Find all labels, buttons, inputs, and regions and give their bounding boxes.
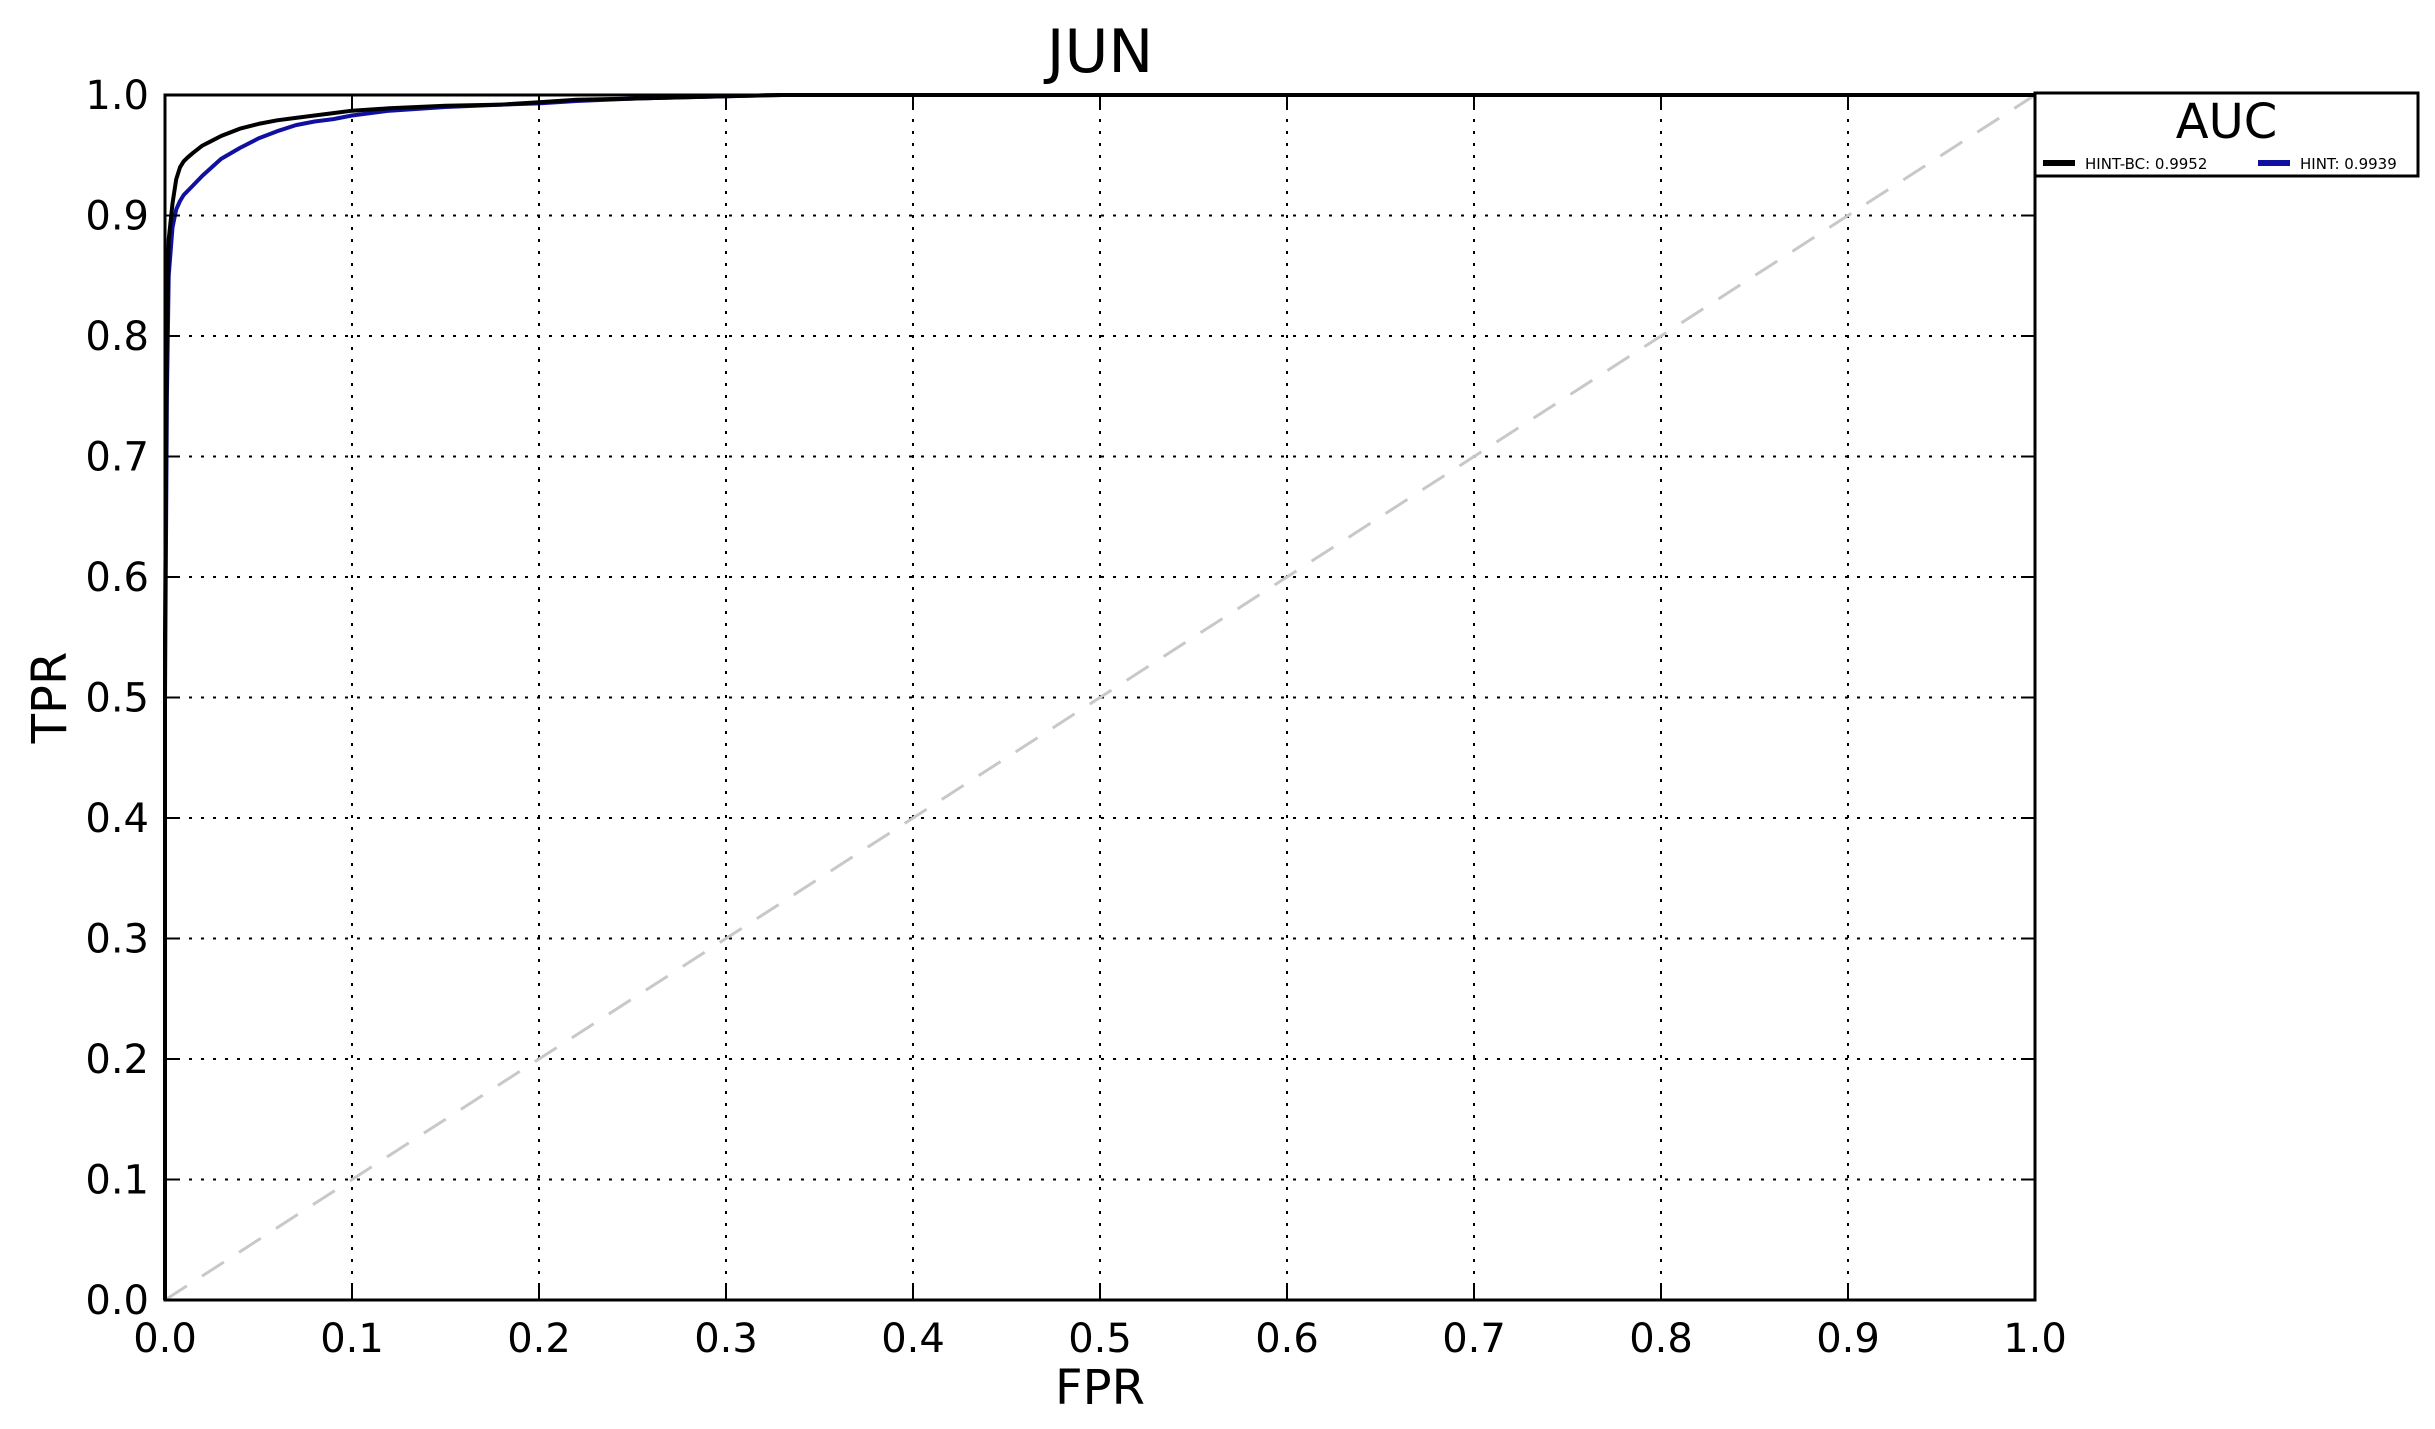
y-tick-label: 1.0 [85, 73, 149, 119]
y-axis-label: TPR [22, 652, 78, 745]
y-tick-label: 0.3 [85, 917, 149, 963]
x-tick-label: 0.4 [881, 1316, 945, 1362]
y-tick-label: 0.8 [85, 314, 149, 360]
chart-title: JUN [1043, 17, 1154, 87]
y-tick-label: 0.7 [85, 435, 149, 481]
legend-box [2033, 91, 2420, 178]
x-tick-label: 0.9 [1816, 1316, 1880, 1362]
x-tick-labels: 0.0 0.1 0.2 0.3 0.4 0.5 0.6 0.7 0.8 0.9 1.0 [133, 1316, 2067, 1362]
legend-entries: HINT-BC: 0.9952 HINT: 0.9939 [2043, 155, 2397, 173]
legend: AUC HINT-BC: 0.9952 HINT: 0.9939 [2033, 91, 2420, 178]
reference-line-layer [164, 93, 2036, 1302]
legend-label-hint: HINT: 0.9939 [2300, 155, 2397, 173]
tick-marks [164, 94, 2036, 1301]
legend-label-hint-bc: HINT-BC: 0.9952 [2085, 155, 2207, 173]
x-tick-label: 0.0 [133, 1316, 197, 1362]
x-axis-label: FPR [1055, 1360, 1145, 1416]
x-tick-label: 1.0 [2003, 1316, 2067, 1362]
legend-title: AUC [2176, 94, 2277, 150]
x-tick-label: 0.6 [1255, 1316, 1319, 1362]
y-tick-labels: 0.0 0.1 0.2 0.3 0.4 0.5 0.6 0.7 0.8 0.9 1.0 [85, 73, 149, 1324]
series-line-hint-bc [163, 93, 2035, 1300]
y-tick-label: 0.6 [85, 555, 149, 601]
y-tick-label: 0.2 [85, 1037, 149, 1083]
x-tick-label: 0.7 [1442, 1316, 1506, 1362]
x-tick-label: 0.8 [1629, 1316, 1693, 1362]
reference-diagonal-line [164, 93, 2036, 1302]
y-tick-label: 0.9 [85, 194, 149, 240]
x-tick-label: 0.5 [1068, 1316, 1132, 1362]
y-tick-label: 0.1 [85, 1158, 149, 1204]
y-tick-label: 0.4 [85, 796, 149, 842]
x-tick-label: 0.1 [320, 1316, 384, 1362]
y-tick-label: 0.5 [85, 676, 149, 722]
x-tick-label: 0.2 [507, 1316, 571, 1362]
x-tick-label: 0.3 [694, 1316, 758, 1362]
y-tick-label: 0.0 [85, 1278, 149, 1324]
